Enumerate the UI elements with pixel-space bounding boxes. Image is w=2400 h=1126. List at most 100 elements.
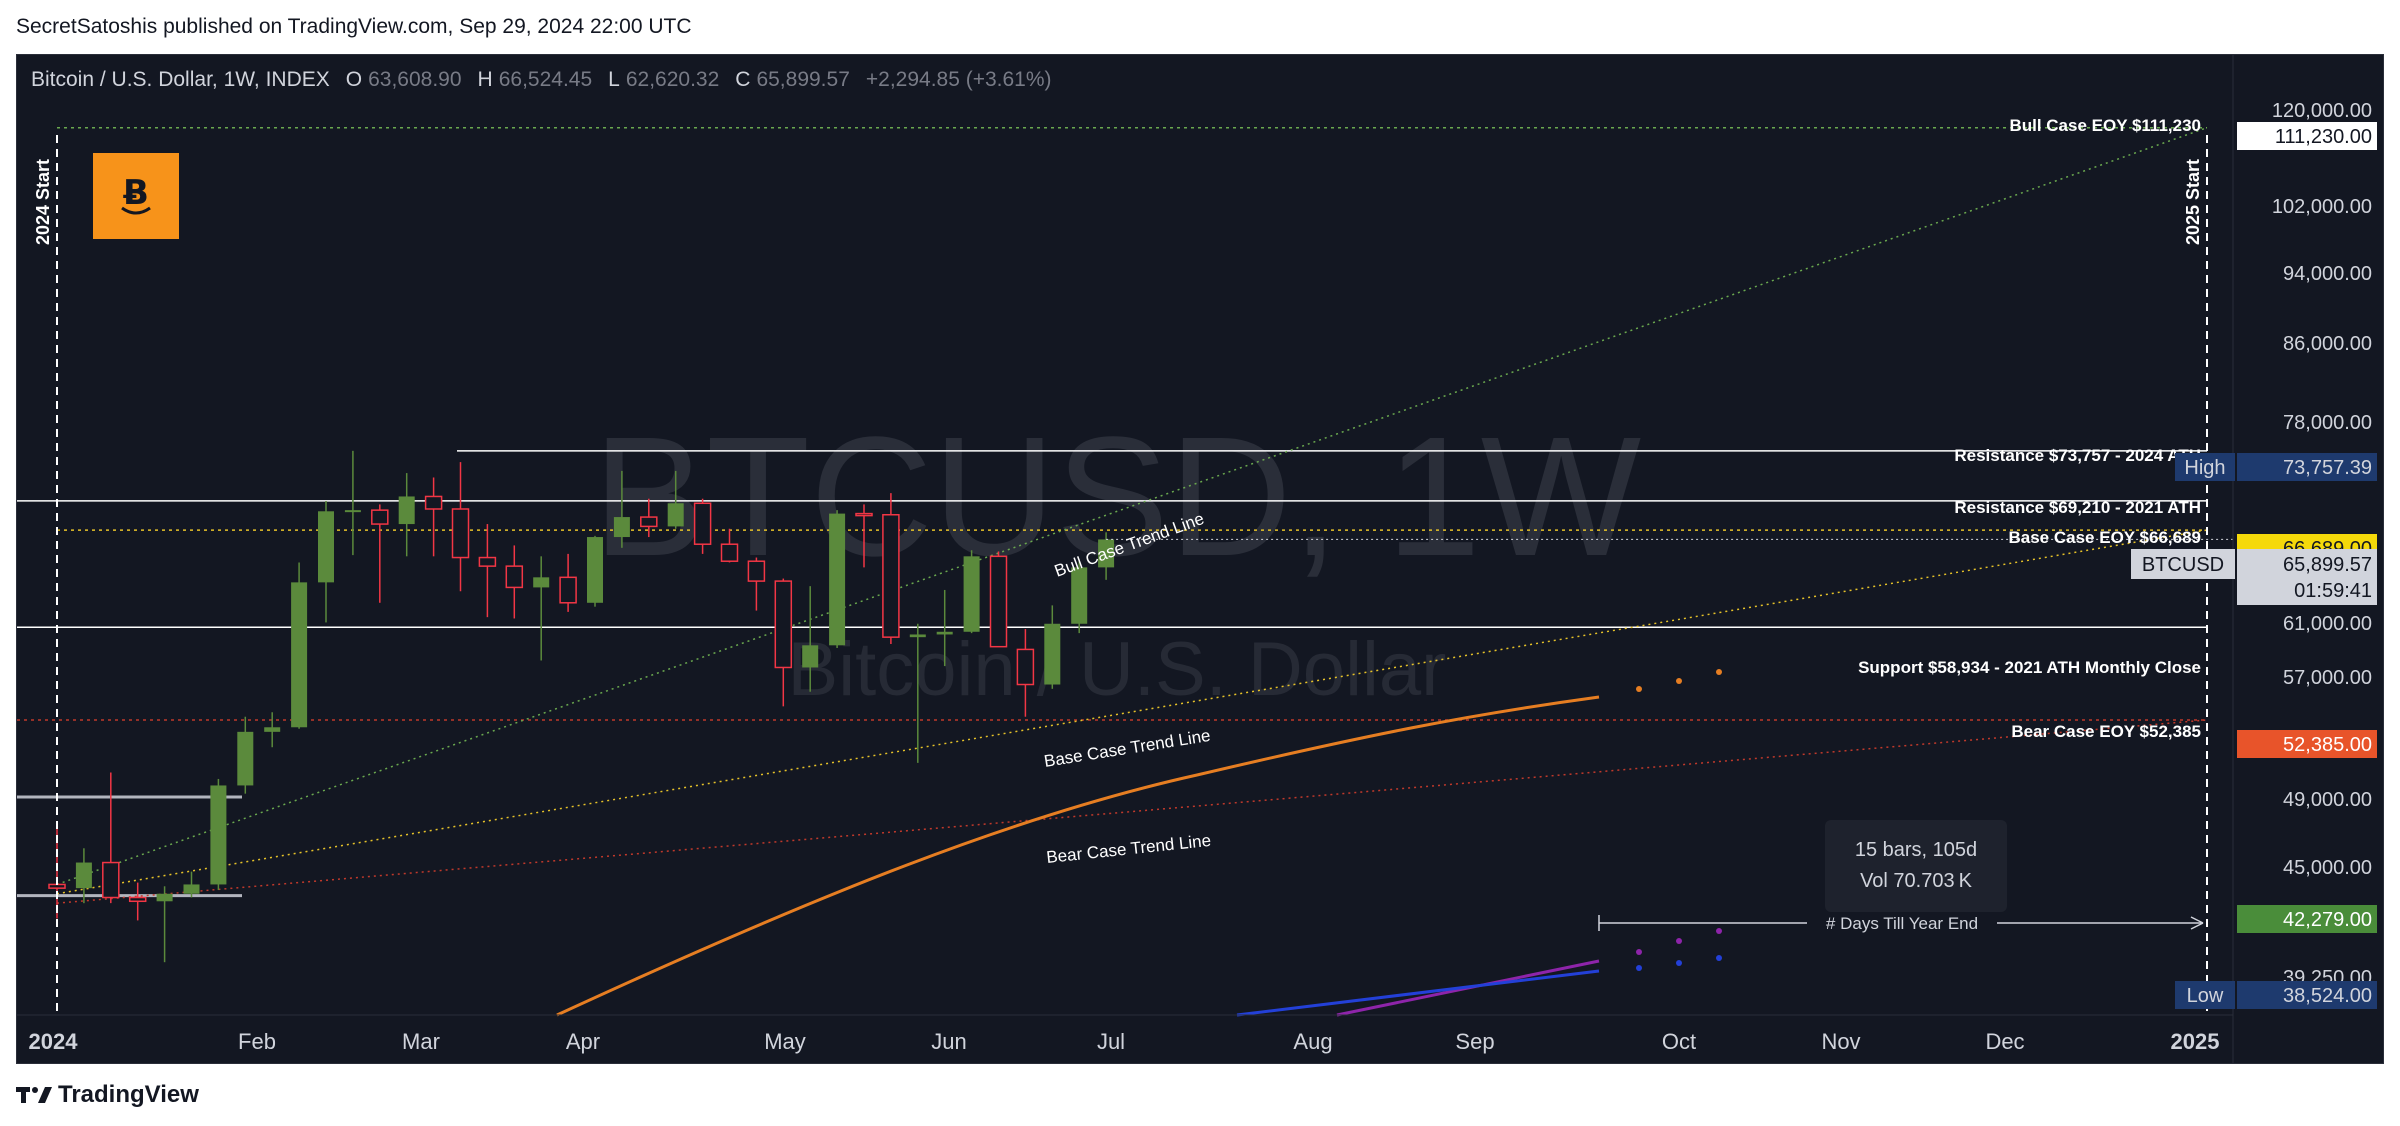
chart-frame[interactable]: BTCUSD, 1W Bitcoin / U.S. Dollar 2024 St… [16, 54, 2384, 1064]
x-tick-label: Nov [1821, 1029, 1860, 1054]
candle-body [1044, 623, 1061, 685]
projection-dots [1636, 669, 1722, 971]
candle-body [75, 862, 92, 889]
x-tick-label: Mar [402, 1029, 440, 1054]
candle-body [559, 576, 577, 604]
candle-body [693, 502, 712, 545]
y-axis[interactable]: 120,000.00 102,000.00 94,000.00 86,000.00 78… [2272, 100, 2372, 989]
candle-body [882, 514, 900, 638]
support-green-text: 42,279.00 [2283, 909, 2372, 931]
y-tick-label: 49,000.00 [2283, 789, 2372, 811]
candle-body [237, 731, 254, 786]
blue-ma-line [1236, 969, 1600, 1017]
candle-body [533, 577, 550, 588]
candle-body [989, 555, 1008, 648]
candle-body [210, 785, 227, 885]
publisher-banner: SecretSatoshis published on TradingView.… [0, 0, 2400, 54]
footer-bar: TradingView [0, 1064, 2400, 1126]
high-price-text: 73,757.39 [2283, 457, 2372, 479]
y-tick-label: 86,000.00 [2283, 333, 2372, 355]
x-tick-label: 2025 [2171, 1029, 2220, 1054]
legend-change: +2,294.85 (+3.61%) [865, 68, 1052, 91]
candle-body [371, 509, 389, 525]
candle-body [478, 556, 497, 567]
candle-body [264, 727, 281, 732]
watermark-symbol: BTCUSD, 1W [593, 402, 1641, 592]
legend-close-value: 65,899.57 [756, 68, 850, 91]
legend-low-value: 62,620.32 [625, 68, 720, 91]
candle-body [398, 496, 415, 525]
bull-eoy-label: Bull Case EOY $111,230 [2009, 116, 2201, 135]
candle-body [318, 511, 334, 583]
candle-body [156, 893, 173, 902]
y-tick-label: 61,000.00 [2283, 613, 2372, 635]
watermark-name: Bitcoin / U.S. Dollar [788, 627, 1447, 712]
legend-open-key: O [345, 68, 363, 91]
moving-average-line [556, 695, 1600, 1017]
bull-price-text: 111,230.00 [2275, 126, 2372, 148]
candle-body [291, 582, 308, 728]
tradingview-logo-icon [16, 1087, 52, 1103]
x-tick-label: Sep [1455, 1029, 1494, 1054]
candle-body [1071, 567, 1088, 624]
tradingview-logo[interactable]: TradingView [16, 1081, 199, 1109]
volume-readout: Vol 70.703 K [1860, 870, 1972, 892]
year-start-2025-label: 2025 Start [2183, 159, 2203, 245]
candle-body [505, 565, 524, 589]
levels-layer [17, 126, 2207, 898]
candle-body [102, 861, 120, 899]
low-price-text: 38,524.00 [2283, 985, 2372, 1007]
candle-body [1098, 539, 1115, 568]
candle-body [963, 556, 980, 632]
y-tick-label: 102,000.00 [2272, 196, 2372, 218]
price-chart[interactable]: BTCUSD, 1W Bitcoin / U.S. Dollar 2024 St… [17, 55, 2384, 1064]
trend-layer [56, 126, 2208, 1017]
symbol-tag-text: BTCUSD [2142, 554, 2224, 576]
bitcoin-logo-icon: Ƀ [93, 153, 179, 239]
x-axis[interactable]: 2024 Feb Mar Apr May Jun Jul Aug Sep Oct Nov Dec 202… [29, 1029, 2220, 1054]
legend-open-value: 63,608.90 [368, 68, 462, 91]
countdown-text: 01:59:41 [2294, 580, 2372, 602]
candle-body [909, 634, 926, 638]
measure-info-box: 15 bars, 105d Vol 70.703 K [1825, 820, 2007, 912]
x-tick-label: 2024 [29, 1029, 79, 1054]
legend-symbol: Bitcoin / U.S. Dollar, 1W, INDEX [31, 68, 330, 91]
symbol-legend: Bitcoin / U.S. Dollar, 1W, INDEX O 63,608… [31, 63, 1052, 97]
candle-body [640, 516, 658, 528]
bear-price-text: 52,385.00 [2283, 734, 2372, 756]
high-price-tag [2237, 453, 2377, 481]
candles-layer [48, 450, 2233, 963]
low-tag-text: Low [2187, 985, 2224, 1007]
candle-body [829, 513, 846, 646]
candle-body [774, 580, 793, 669]
x-tick-label: Dec [1985, 1029, 2024, 1054]
resistance-2024-label: Resistance $73,757 - 2024 ATH [1954, 446, 2201, 465]
y-tick-label: 94,000.00 [2283, 263, 2372, 285]
legend-close-key: C [735, 68, 751, 91]
base-eoy-label: Base Case EOY $66,689 [2009, 528, 2202, 547]
x-tick-label: Aug [1293, 1029, 1332, 1054]
x-tick-label: Apr [566, 1029, 600, 1054]
publisher-line: SecretSatoshis published on TradingView.… [16, 15, 692, 38]
bear-trend-label: Bear Case Trend Line [1045, 831, 1211, 867]
x-tick-label: Jun [931, 1029, 966, 1054]
legend-high-value: 66,524.45 [498, 68, 593, 91]
symbol-tag-bg [2131, 549, 2235, 579]
days-measure-arrow [2190, 916, 2204, 930]
current-price-tag [2237, 549, 2377, 605]
tradingview-brand: TradingView [58, 1081, 199, 1108]
support-label: Support $58,934 - 2021 ATH Monthly Close [1858, 658, 2201, 677]
candle-body [936, 631, 953, 635]
candle-body [128, 896, 147, 903]
candle-body [183, 884, 200, 894]
bars-count: 15 bars, 105d [1854, 839, 1978, 861]
support-green-tag [2237, 905, 2377, 933]
high-tag-text: High [2184, 457, 2225, 479]
candle-body [720, 543, 739, 562]
candle-body [424, 495, 443, 510]
bull-trend-line [56, 126, 2208, 886]
candle-body [747, 560, 766, 582]
y-tick-label: 120,000.00 [2272, 100, 2372, 122]
x-tick-label: Feb [238, 1029, 276, 1054]
bear-price-tag [2237, 730, 2377, 758]
